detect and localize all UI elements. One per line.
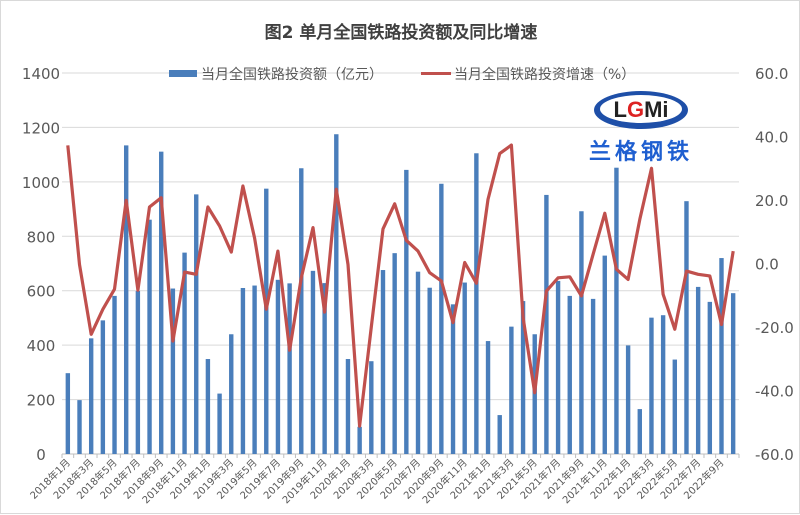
bar [276,280,280,454]
legend: 当月全国铁路投资额（亿元） 当月全国铁路投资增速（%） [169,66,635,83]
bar [136,291,140,454]
bar [369,361,373,454]
y-left-tick: 400 [27,337,56,355]
legend-swatch-line [421,72,451,75]
chart-title: 图2 单月全国铁路投资额及同比增速 [265,22,538,43]
bar [509,327,513,454]
bar [568,296,572,454]
bar [381,270,385,454]
bar [77,400,81,454]
growth-line [68,145,733,426]
bar [696,287,700,454]
bar [649,318,653,454]
bar [311,271,315,454]
bar [101,320,105,454]
y-left-tick: 0 [36,446,46,464]
watermark-logo: LGMi 兰格钢铁 [589,91,693,165]
svg-text:兰格钢铁: 兰格钢铁 [589,139,693,165]
bar [603,256,607,454]
bar [416,272,420,454]
bar [194,194,198,454]
y-left-tick: 1400 [22,65,60,83]
bar [556,281,560,454]
bar [299,168,303,454]
bar [498,415,502,454]
bar [486,341,490,454]
y-left-tick: 1200 [22,119,60,137]
bar [462,283,466,454]
bar [474,153,478,454]
y-right-tick: -40.0 [755,383,794,401]
bar [708,302,712,454]
bar [579,211,583,454]
bar [544,195,548,454]
bar [591,299,595,454]
bar [451,304,455,454]
bar [229,334,233,454]
bar [241,288,245,454]
y-right-tick: 20.0 [755,192,788,210]
legend-label-growth: 当月全国铁路投资增速（%） [454,66,635,83]
bar [287,283,291,454]
bar [661,315,665,454]
bar [614,168,618,454]
bar [346,359,350,454]
bar [731,293,735,454]
y-right-tick: -20.0 [755,319,794,337]
y-left-tick: 600 [27,283,56,301]
grid [62,73,739,458]
bar [673,360,677,454]
bar [217,394,221,454]
bar [357,427,361,454]
bar [66,373,70,454]
bar [89,338,93,454]
legend-label-investment: 当月全国铁路投资额（亿元） [201,66,383,83]
svg-text:LGMi: LGMi [613,97,668,122]
bar [427,288,431,454]
y-right-tick: 40.0 [755,129,788,147]
y-left-tick: 200 [27,392,56,410]
bar [147,220,151,454]
y-right-tick: 60.0 [755,65,788,83]
y-right-tick: 0.0 [755,256,779,274]
bar [684,201,688,454]
bar [439,184,443,454]
y-left-tick: 1000 [22,174,60,192]
bar [638,409,642,454]
bar [206,359,210,454]
bar [719,258,723,454]
bar [334,134,338,454]
bar [264,189,268,454]
bar [626,345,630,454]
y-left-tick: 800 [27,228,56,246]
legend-swatch-bar [169,70,197,77]
bar [124,145,128,454]
y-right-tick: -60.0 [755,446,794,464]
bar [392,253,396,454]
bar [404,170,408,454]
bar [112,296,116,454]
bar [252,286,256,454]
